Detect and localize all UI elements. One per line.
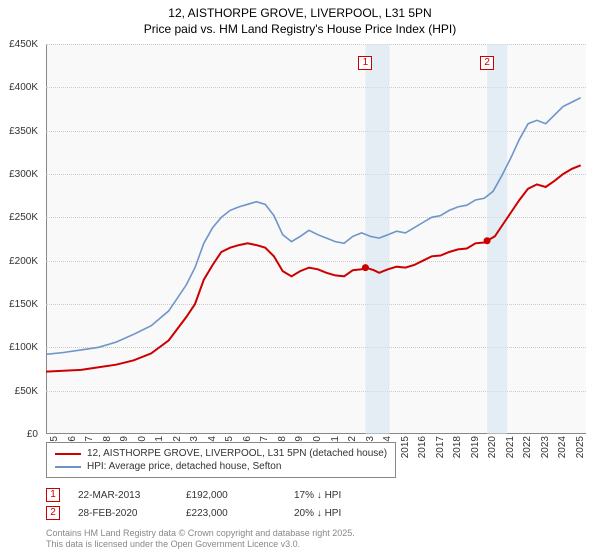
- chart-title-line2: Price paid vs. HM Land Registry's House …: [0, 22, 600, 36]
- legend-box: 12, AISTHORPE GROVE, LIVERPOOL, L31 5PN …: [46, 442, 396, 478]
- footnote-line2: This data is licensed under the Open Gov…: [46, 539, 355, 550]
- sales-table: 1 22-MAR-2013 £192,000 17% ↓ HPI 2 28-FEB-202…: [46, 486, 384, 522]
- legend-label-2: HPI: Average price, detached house, Seft…: [87, 461, 281, 472]
- sale-price: £192,000: [186, 490, 276, 501]
- y-axis-label: £450K: [0, 39, 38, 50]
- y-axis-label: £400K: [0, 82, 38, 93]
- sale-dot: [484, 237, 491, 244]
- footnote-line1: Contains HM Land Registry data © Crown c…: [46, 528, 355, 539]
- sale-marker: 2: [46, 506, 60, 520]
- legend-swatch-2: [55, 466, 81, 468]
- chart-svg: [46, 44, 586, 434]
- y-axis-label: £350K: [0, 126, 38, 137]
- chart-marker: 2: [480, 56, 494, 70]
- y-axis-label: £250K: [0, 212, 38, 223]
- legend-item-series2: HPI: Average price, detached house, Seft…: [55, 460, 387, 473]
- sale-row: 2 28-FEB-2020 £223,000 20% ↓ HPI: [46, 504, 384, 522]
- y-axis-label: £200K: [0, 256, 38, 267]
- chart-title-line1: 12, AISTHORPE GROVE, LIVERPOOL, L31 5PN: [0, 6, 600, 20]
- sale-delta: 20% ↓ HPI: [294, 508, 384, 519]
- sale-delta: 17% ↓ HPI: [294, 490, 384, 501]
- sale-date: 28-FEB-2020: [78, 508, 168, 519]
- y-axis-label: £50K: [0, 386, 38, 397]
- legend-swatch-1: [55, 453, 81, 455]
- legend: 12, AISTHORPE GROVE, LIVERPOOL, L31 5PN …: [46, 442, 586, 478]
- legend-item-series1: 12, AISTHORPE GROVE, LIVERPOOL, L31 5PN …: [55, 447, 387, 460]
- chart-marker: 1: [358, 56, 372, 70]
- sale-marker: 1: [46, 488, 60, 502]
- y-axis-label: £300K: [0, 169, 38, 180]
- sale-price: £223,000: [186, 508, 276, 519]
- y-axis-label: £100K: [0, 342, 38, 353]
- chart-plot-area: £0£50K£100K£150K£200K£250K£300K£350K£400…: [46, 44, 586, 434]
- shaded-range: [365, 44, 389, 434]
- legend-label-1: 12, AISTHORPE GROVE, LIVERPOOL, L31 5PN …: [87, 448, 387, 459]
- sale-dot: [362, 264, 369, 271]
- y-axis-label: £0: [0, 429, 38, 440]
- y-axis-label: £150K: [0, 299, 38, 310]
- footnote: Contains HM Land Registry data © Crown c…: [46, 528, 355, 551]
- sale-date: 22-MAR-2013: [78, 490, 168, 501]
- sale-row: 1 22-MAR-2013 £192,000 17% ↓ HPI: [46, 486, 384, 504]
